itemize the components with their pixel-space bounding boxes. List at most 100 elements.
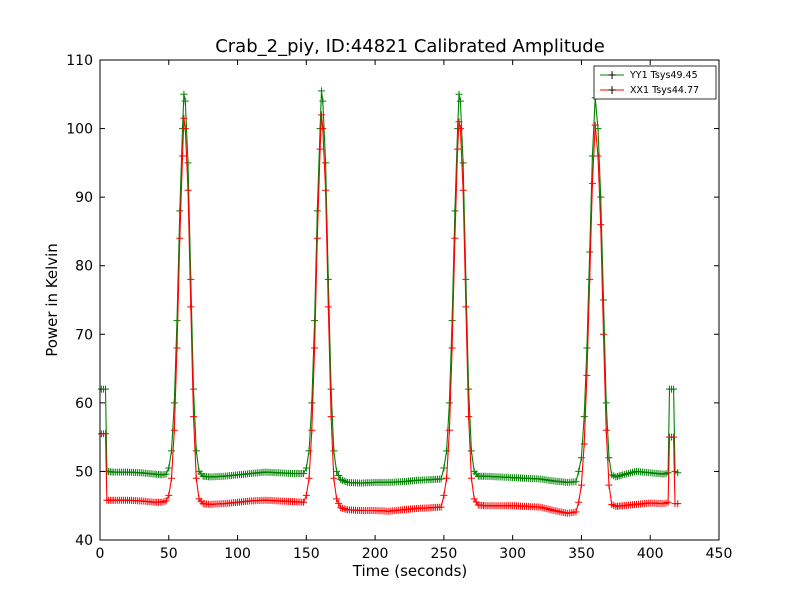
point-marker	[322, 186, 330, 194]
point-marker	[459, 159, 467, 167]
point-marker	[302, 491, 310, 499]
point-marker	[324, 303, 332, 311]
point-marker	[597, 221, 605, 229]
point-marker	[602, 426, 610, 434]
point-marker	[580, 440, 588, 448]
point-marker	[588, 179, 596, 187]
point-marker	[192, 474, 200, 482]
x-tick-label: 450	[706, 546, 733, 562]
legend-label-xx1: XX1 Tsys44.77	[630, 85, 699, 96]
legend-box	[593, 65, 717, 100]
point-marker	[190, 385, 198, 393]
point-marker	[572, 478, 580, 486]
x-tick-label: 0	[96, 546, 105, 562]
point-marker	[173, 344, 181, 352]
point-marker	[467, 474, 475, 482]
legend: + YY1 Tsys49.45 + XX1 Tsys44.77	[593, 65, 717, 100]
legend-marker-xx1: +	[607, 83, 617, 97]
point-marker	[437, 503, 445, 511]
y-axis-label: Power in Kelvin	[43, 243, 61, 357]
point-marker	[165, 464, 173, 472]
chart-title: Crab_2_piy, ID:44821 Calibrated Amplitud…	[215, 36, 605, 57]
point-marker	[319, 97, 327, 105]
point-marker	[308, 426, 316, 434]
point-marker	[335, 472, 343, 480]
point-marker	[583, 371, 591, 379]
point-marker	[184, 186, 192, 194]
point-marker	[316, 145, 324, 153]
point-marker	[319, 125, 327, 133]
point-marker	[180, 114, 188, 122]
y-tick-label: 110	[66, 53, 93, 69]
point-marker	[311, 317, 319, 325]
point-marker	[614, 472, 622, 480]
point-marker	[342, 505, 350, 513]
point-marker	[322, 159, 330, 167]
point-marker	[591, 121, 599, 129]
point-marker	[176, 207, 184, 215]
point-marker	[187, 275, 195, 283]
point-marker	[597, 193, 605, 201]
point-marker	[670, 385, 678, 393]
plot-frame	[99, 59, 720, 541]
point-marker	[577, 481, 585, 489]
point-marker	[170, 426, 178, 434]
point-marker	[330, 447, 338, 455]
point-marker	[664, 469, 672, 477]
point-marker	[459, 186, 467, 194]
point-marker	[313, 207, 321, 215]
point-marker	[187, 303, 195, 311]
point-marker	[448, 317, 456, 325]
series-0	[97, 87, 682, 487]
plot-background	[100, 60, 719, 540]
point-marker	[176, 234, 184, 242]
point-marker	[451, 207, 459, 215]
y-tick-label: 40	[75, 533, 93, 549]
point-marker	[168, 447, 176, 455]
point-marker	[586, 248, 594, 256]
point-marker	[599, 296, 607, 304]
point-marker	[330, 474, 338, 482]
point-marker	[300, 469, 308, 477]
point-marker	[456, 97, 464, 105]
point-marker	[342, 478, 350, 486]
point-marker	[456, 125, 464, 133]
point-marker	[338, 476, 346, 484]
point-marker	[583, 344, 591, 352]
point-marker	[575, 467, 583, 475]
point-marker	[664, 498, 672, 506]
point-marker	[192, 447, 200, 455]
y-tick-label: 60	[75, 396, 93, 412]
point-marker	[454, 145, 462, 153]
point-marker	[305, 474, 313, 482]
point-marker	[445, 399, 453, 407]
point-marker	[445, 426, 453, 434]
point-marker	[599, 330, 607, 338]
x-tick-label: 100	[224, 546, 251, 562]
point-marker	[324, 275, 332, 283]
point-marker	[308, 399, 316, 407]
point-marker	[440, 491, 448, 499]
point-marker	[340, 477, 348, 485]
point-marker	[670, 433, 678, 441]
point-marker	[605, 454, 613, 462]
point-marker	[184, 159, 192, 167]
point-marker	[102, 385, 110, 393]
point-marker	[465, 385, 473, 393]
series-1	[97, 111, 682, 517]
point-marker	[575, 498, 583, 506]
x-tick-label: 250	[431, 546, 458, 562]
point-marker	[340, 505, 348, 513]
point-marker	[443, 447, 451, 455]
point-marker	[612, 473, 620, 481]
ticks-layer: 0 50 100 150 200 250 300 350 400 450 40 50 60 70 80 90 1…	[66, 53, 732, 562]
point-marker	[327, 413, 335, 421]
point-marker	[190, 413, 198, 421]
point-marker	[305, 447, 313, 455]
point-marker	[313, 234, 321, 242]
point-marker	[181, 125, 189, 133]
x-tick-label: 200	[362, 546, 389, 562]
point-marker	[443, 474, 451, 482]
legend-label-yy1: YY1 Tsys49.45	[629, 70, 698, 81]
y-tick-label: 100	[66, 122, 93, 138]
